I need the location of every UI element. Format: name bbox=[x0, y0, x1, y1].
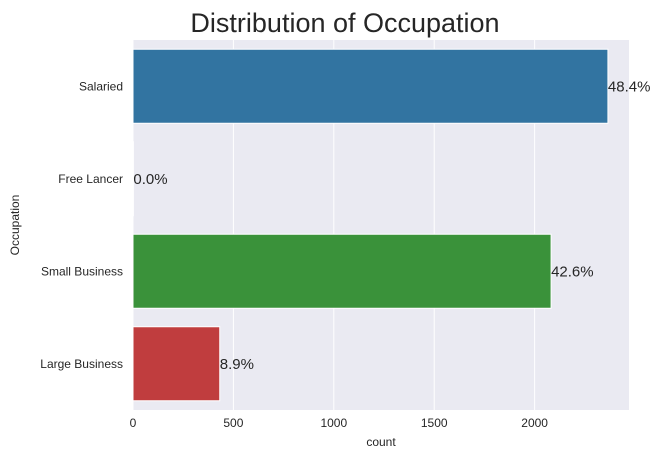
bar-large-business bbox=[133, 327, 220, 401]
data-label: 0.0% bbox=[133, 171, 167, 188]
x-tick-label: 1500 bbox=[421, 416, 448, 430]
x-tick-label: 2000 bbox=[521, 416, 548, 430]
bar-salaried bbox=[133, 49, 608, 123]
y-tick-label: Large Business bbox=[40, 357, 123, 371]
y-tick-label: Free Lancer bbox=[58, 172, 123, 186]
y-tick-label: Small Business bbox=[41, 264, 123, 278]
x-tick-label: 0 bbox=[130, 416, 137, 430]
data-label: 8.9% bbox=[220, 356, 254, 373]
x-axis-label: count bbox=[366, 435, 396, 449]
y-tick-label: Salaried bbox=[79, 79, 123, 93]
y-tick-labels: Salaried Free Lancer Small Business Large B… bbox=[40, 79, 123, 371]
y-axis-label: Occupation bbox=[8, 195, 22, 256]
chart-title: Distribution of Occupation bbox=[190, 8, 499, 38]
bar-small-business bbox=[133, 234, 551, 308]
x-tick-labels: 0 500 1000 1500 2000 bbox=[130, 416, 549, 430]
x-tick-label: 500 bbox=[223, 416, 243, 430]
data-label: 48.4% bbox=[608, 78, 651, 95]
x-tick-label: 1000 bbox=[320, 416, 347, 430]
data-label: 42.6% bbox=[551, 263, 594, 280]
